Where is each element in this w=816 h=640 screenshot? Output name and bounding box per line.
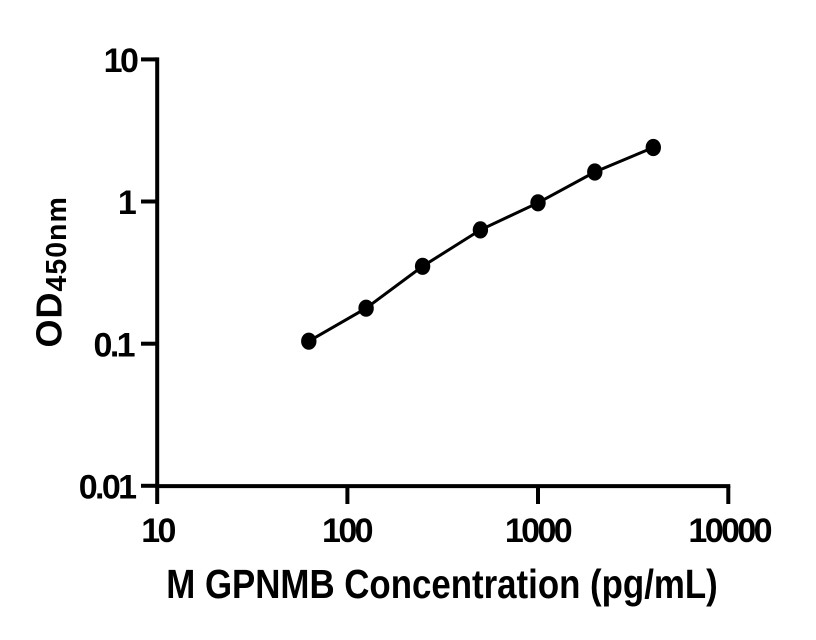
- svg-text:10: 10: [104, 42, 138, 80]
- svg-text:0.1: 0.1: [94, 326, 135, 364]
- svg-text:10: 10: [141, 512, 175, 550]
- svg-text:100: 100: [322, 512, 373, 550]
- svg-text:M GPNMB Concentration (pg/mL): M GPNMB Concentration (pg/mL): [166, 562, 717, 607]
- svg-text:1000: 1000: [505, 512, 572, 550]
- svg-text:0.01: 0.01: [79, 469, 136, 507]
- svg-text:1: 1: [118, 184, 136, 222]
- svg-text:10000: 10000: [688, 512, 771, 550]
